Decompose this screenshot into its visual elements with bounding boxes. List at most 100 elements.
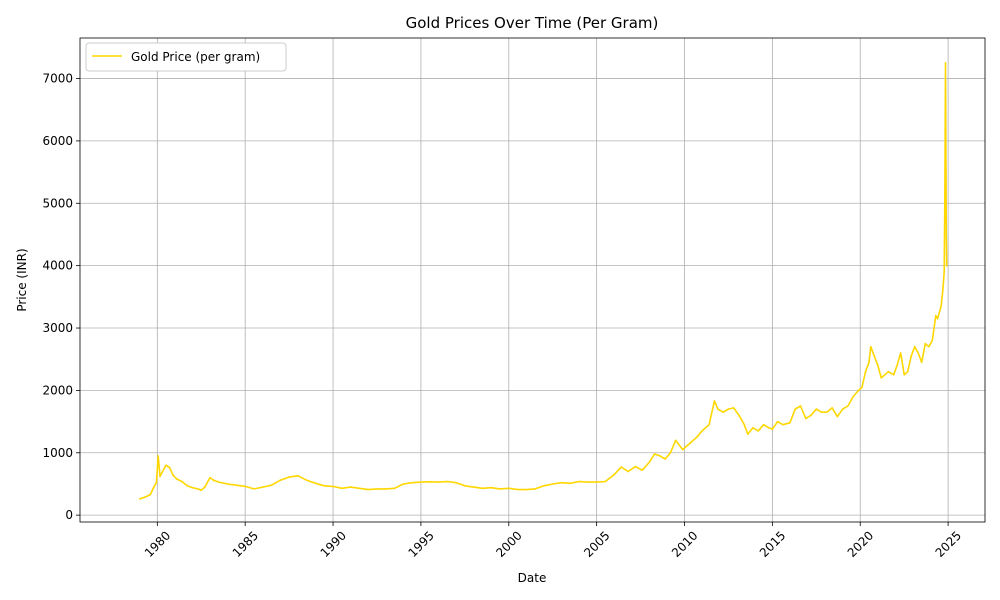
data-point — [794, 408, 796, 410]
data-point — [627, 470, 630, 473]
data-point — [913, 345, 916, 348]
y-tick-label: 5000 — [42, 196, 73, 210]
data-point — [782, 423, 784, 426]
data-point — [732, 407, 735, 409]
data-point — [168, 466, 171, 469]
data-point — [186, 485, 188, 487]
data-point — [659, 455, 661, 457]
data-point — [884, 374, 886, 376]
data-point — [701, 430, 703, 432]
data-point — [789, 422, 791, 424]
data-point — [906, 370, 909, 373]
data-point — [332, 485, 334, 488]
data-point — [196, 488, 199, 490]
data-point — [757, 430, 760, 432]
data-point — [931, 339, 934, 342]
data-point — [464, 485, 466, 487]
data-point — [826, 411, 828, 414]
data-point — [696, 436, 698, 439]
data-point — [323, 485, 326, 487]
data-point — [144, 496, 146, 498]
data-point — [155, 481, 158, 484]
data-point — [674, 439, 677, 442]
data-point — [928, 345, 930, 348]
data-point — [776, 420, 779, 423]
data-point — [717, 408, 719, 410]
data-point — [847, 405, 849, 407]
data-point — [653, 453, 656, 455]
data-point — [841, 408, 844, 410]
data-point — [490, 486, 493, 489]
data-point — [543, 485, 545, 487]
data-point — [880, 377, 883, 379]
data-point — [899, 352, 902, 354]
y-tick-label: 3000 — [42, 321, 73, 335]
y-tick-label: 7000 — [42, 72, 73, 86]
data-point — [175, 478, 178, 480]
data-point — [587, 481, 589, 483]
data-point — [943, 271, 945, 273]
data-point — [936, 317, 939, 320]
y-tick-label: 4000 — [42, 259, 73, 273]
data-point — [212, 479, 215, 482]
data-point — [157, 455, 159, 457]
ticks: 1980 1985 1990 1995 2000 2005 2010 2015 2020 2025… — [42, 72, 964, 560]
data-point — [420, 481, 422, 483]
data-point — [455, 481, 457, 484]
x-axis-label: Date — [518, 571, 547, 585]
data-point — [681, 448, 684, 451]
data-point — [159, 475, 161, 478]
legend: Gold Price (per gram) — [85, 42, 287, 72]
data-point — [877, 364, 879, 367]
data-point — [896, 364, 898, 367]
data-point — [708, 423, 710, 426]
data-point — [428, 481, 431, 483]
data-point — [820, 411, 823, 414]
legend-box — [85, 42, 287, 72]
data-point — [253, 488, 255, 490]
data-point — [270, 484, 273, 487]
data-point — [799, 405, 802, 407]
data-point — [516, 488, 519, 491]
data-point — [226, 483, 229, 485]
data-point — [852, 395, 854, 398]
y-tick-label: 2000 — [42, 383, 73, 397]
data-point — [341, 487, 343, 490]
data-point — [604, 480, 607, 483]
data-point — [209, 476, 211, 479]
data-point — [942, 289, 944, 292]
data-point — [279, 479, 282, 482]
data-point — [595, 481, 598, 483]
data-point — [648, 461, 651, 463]
data-point — [191, 486, 194, 489]
data-point — [752, 427, 754, 429]
data-point — [472, 486, 475, 488]
data-point — [935, 314, 937, 317]
data-point — [917, 352, 919, 354]
data-point — [727, 408, 730, 410]
data-point — [620, 466, 622, 468]
data-point — [411, 481, 413, 484]
data-point — [149, 493, 152, 496]
data-point — [810, 414, 812, 417]
data-point — [664, 458, 666, 460]
data-point — [262, 486, 264, 488]
data-point — [153, 486, 155, 488]
data-point — [385, 488, 387, 490]
data-point — [393, 487, 396, 490]
data-point — [244, 485, 246, 488]
data-point — [689, 442, 691, 445]
data-point — [903, 374, 905, 376]
y-tick-label: 0 — [65, 508, 73, 522]
data-point — [945, 171, 947, 173]
data-point — [367, 488, 370, 491]
data-point — [525, 488, 528, 491]
data-point — [161, 470, 164, 473]
data-point — [376, 488, 378, 490]
data-point — [910, 355, 912, 357]
data-point — [172, 474, 174, 477]
y-tick-label: 1000 — [42, 446, 73, 460]
data-point — [920, 361, 923, 364]
